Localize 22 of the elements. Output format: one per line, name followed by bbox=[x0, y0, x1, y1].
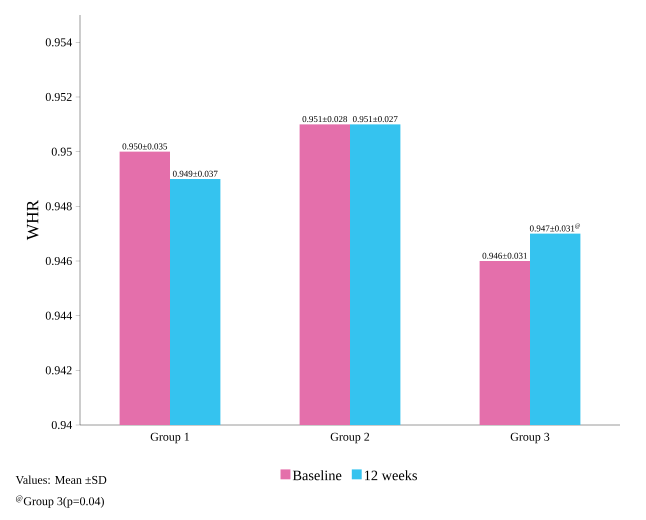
y-tick-label: 0.952 bbox=[46, 92, 72, 102]
y-tick-label: 0.946 bbox=[46, 256, 72, 266]
y-tick-label: 0.95 bbox=[52, 148, 72, 156]
y-axis-title: WHR bbox=[26, 200, 38, 240]
data-label: 0.947±0.031$^{@}$ bbox=[530, 224, 580, 232]
y-tick-label: 0.94 bbox=[52, 420, 72, 430]
x-tick-label: Group 3 bbox=[510, 432, 550, 444]
data-label: 0.949±0.037 bbox=[172, 170, 218, 177]
data-label: 0.951±0.027 bbox=[352, 116, 398, 122]
y-tick-label: 0.942 bbox=[46, 366, 72, 374]
y-tick-label: 0.944 bbox=[46, 312, 72, 320]
x-tick-label: Group 2 bbox=[330, 432, 370, 444]
data-label: 0.950±0.035 bbox=[122, 143, 168, 150]
text: Values: Mean ±SD bbox=[16, 476, 106, 484]
legend-label: 12 weeks bbox=[364, 470, 417, 480]
y-tick-label: 0.948 bbox=[46, 202, 72, 210]
data-label: 0.946±0.031 bbox=[482, 252, 527, 259]
legend-label: Baseline bbox=[292, 470, 342, 480]
y-tick-label: 0.954 bbox=[46, 38, 72, 46]
x-tick-label: Group 1 bbox=[150, 432, 190, 444]
text: $^{@}$Group 3(p=0.04) bbox=[16, 496, 104, 508]
data-label: 0.951±0.028 bbox=[302, 116, 348, 122]
